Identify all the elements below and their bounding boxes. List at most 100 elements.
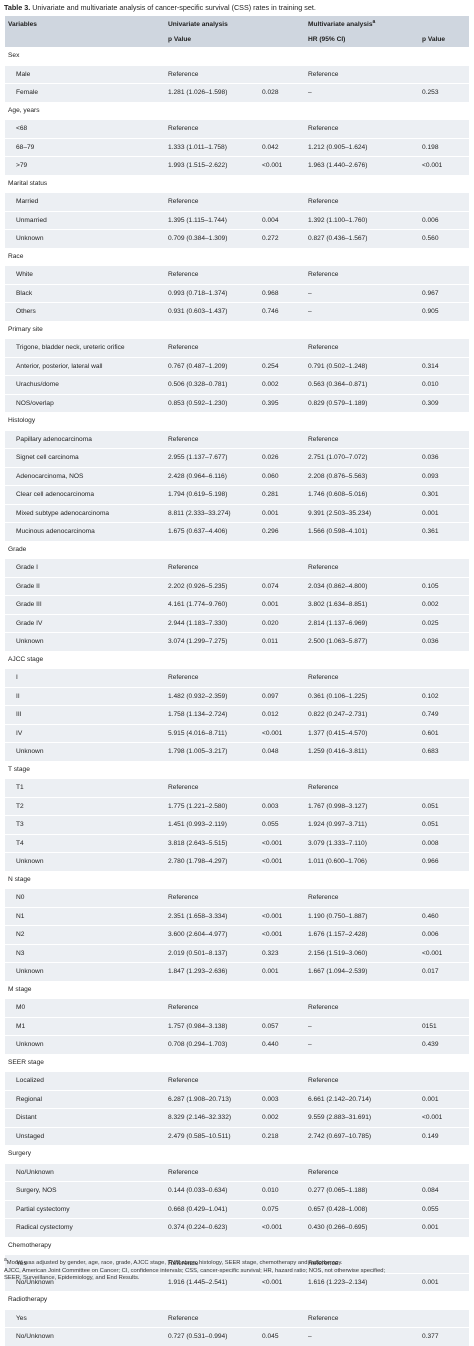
univariate-hr-cell: Reference [165,192,259,211]
multivariate-p-cell: 0.025 [419,613,470,633]
multivariate-p-cell [419,192,470,211]
multivariate-p-cell: 0.439 [419,1035,470,1054]
univariate-hr-cell: 0.853 (0.592–1.230) [165,393,259,412]
multivariate-hr-cell: Reference [305,1162,419,1182]
multivariate-p-cell: 0.377 [419,1327,470,1346]
univariate-hr-cell: 1.675 (0.637–4.406) [165,522,259,541]
multivariate-hr-cell: – [305,1035,419,1054]
multivariate-hr-cell: 1.392 (1.100–1.760) [305,210,419,230]
variable-cell: Unstaged [5,1126,165,1145]
multivariate-hr-cell: 1.667 (1.094–2.539) [305,962,419,981]
univariate-p-cell: 0.060 [259,466,305,486]
univariate-p-cell [259,1071,305,1090]
multivariate-p-cell: 0151 [419,1016,470,1036]
univariate-hr-cell: 0.727 (0.531–0.994) [165,1327,259,1346]
univariate-p-cell: 0.042 [259,137,305,157]
section-label: Chemotherapy [5,1236,470,1255]
footnote-text-1: Model was adjusted by gender, age, race,… [6,1260,343,1266]
table-row: Unknown 0.709 (0.384–1.309) 0.272 0.827 (0.… [5,229,470,248]
table-row: No/Unknown 0.727 (0.531–0.994) 0.045–0.377 [5,1327,470,1346]
univariate-hr-cell: 2.944 (1.183–7.330) [165,613,259,633]
univariate-hr-cell: 2.479 (0.585–10.511) [165,1126,259,1145]
header-variables: Variables [5,16,165,32]
univariate-hr-cell: Reference [165,119,259,138]
multivariate-p-cell: <0.001 [419,943,470,963]
variable-cell: N3 [5,943,165,963]
univariate-hr-cell: Reference [165,64,259,84]
univariate-hr-cell: 0.708 (0.294–1.703) [165,1035,259,1054]
table-row: Anterior, posterior, lateral wall 0.767 (… [5,356,470,376]
table-row: III 1.758 (1.134–2.724) 0.012 0.822 (0.247–… [5,705,470,724]
univariate-p-cell [259,998,305,1017]
variable-cell: White [5,265,165,284]
univariate-hr-cell: 2.955 (1.137–7.677) [165,448,259,467]
univariate-hr-cell: 1.757 (0.984–3.138) [165,1016,259,1036]
multivariate-hr-cell: – [305,1016,419,1036]
header-multivariate-sup: a [372,18,376,25]
table-row: Married Reference Reference [5,192,470,211]
multivariate-hr-cell: 6.661 (2.142–20.714) [305,1089,419,1109]
multivariate-p-cell: 0.001 [419,1218,470,1237]
univariate-hr-cell: 1.993 (1.515–2.622) [165,156,259,175]
multivariate-p-cell: 0.001 [419,503,470,523]
univariate-hr-cell: 2.780 (1.798–4.297) [165,852,259,871]
table-row: Urachus/dome 0.506 (0.328–0.781) 0.002 0.56… [5,375,470,394]
univariate-p-cell: 0.968 [259,283,305,303]
variable-cell: Others [5,302,165,321]
univariate-p-cell: 0.048 [259,742,305,761]
multivariate-p-cell: 0.966 [419,852,470,871]
variable-cell: M0 [5,998,165,1017]
variable-cell: Urachus/dome [5,375,165,394]
table-row: N2 3.600 (2.604–4.977) <0.001 1.676 (1.157–… [5,925,470,944]
section-row: N stage [5,870,470,889]
variable-cell: Adenocarcinoma, NOS [5,466,165,486]
multivariate-p-cell: 0.749 [419,705,470,724]
multivariate-hr-cell: 0.822 (0.247–2.731) [305,705,419,724]
univariate-hr-cell: Reference [165,1071,259,1090]
table-row: II 1.482 (0.932–2.359) 0.097 0.361 (0.106–1… [5,686,470,706]
multivariate-hr-cell: Reference [305,338,419,357]
multivariate-hr-cell: 1.767 (0.998–3.127) [305,796,419,816]
multivariate-p-cell: 0.198 [419,137,470,157]
table-row: Unmarried 1.395 (1.115–1.744) 0.004 1.392 (… [5,210,470,230]
univariate-p-cell: 0.020 [259,613,305,633]
univariate-p-cell: 0.012 [259,705,305,724]
univariate-p-cell: 0.254 [259,356,305,376]
table-row: NOS/overlap 0.853 (0.592–1.230) 0.395 0.829… [5,393,470,412]
section-label: Surgery [5,1145,470,1163]
univariate-hr-cell: 1.916 (1.445–2.541) [165,1272,259,1291]
variable-cell: Regional [5,1089,165,1109]
section-row: Surgery [5,1145,470,1163]
multivariate-hr-cell: 9.391 (2.503–35.234) [305,503,419,523]
table-row: N3 2.019 (0.501–8.137) 0.323 2.156 (1.519–3… [5,943,470,963]
section-label: Radiotherapy [5,1291,470,1309]
univariate-p-cell [259,119,305,138]
univariate-hr-cell: 3.074 (1.299–7.275) [165,632,259,651]
multivariate-hr-cell: 2.208 (0.876–5.563) [305,466,419,486]
multivariate-p-cell: 0.006 [419,925,470,944]
multivariate-p-cell: 0.560 [419,229,470,248]
table-row: M0 Reference Reference [5,998,470,1017]
table-footnote: aModel was adjusted by gender, age, race… [4,1258,470,1283]
univariate-p-cell [259,1162,305,1182]
univariate-p-cell: 0.002 [259,1108,305,1127]
univariate-hr-cell: Reference [165,1308,259,1328]
univariate-hr-cell: 2.019 (0.501–8.137) [165,943,259,963]
multivariate-hr-cell: Reference [305,998,419,1017]
univariate-hr-cell: Reference [165,429,259,449]
multivariate-hr-cell: 2.500 (1.063–5.877) [305,632,419,651]
multivariate-p-cell: 0.001 [419,1089,470,1109]
multivariate-hr-cell: 1.377 (0.415–4.570) [305,723,419,743]
univariate-hr-cell: 1.333 (1.011–1.758) [165,137,259,157]
multivariate-p-cell: 0.460 [419,906,470,926]
multivariate-p-cell: 0.601 [419,723,470,743]
multivariate-p-cell: 0.008 [419,833,470,853]
section-row: Radiotherapy [5,1291,470,1309]
univariate-hr-cell: Reference [165,265,259,284]
univariate-hr-cell: Reference [165,1162,259,1182]
multivariate-p-cell: 0.036 [419,448,470,467]
variable-cell: Trigone, bladder neck, ureteric orifice [5,338,165,357]
multivariate-p-cell: 0.105 [419,576,470,596]
multivariate-hr-cell: 2.742 (0.697–10.785) [305,1126,419,1145]
univariate-hr-cell: 3.818 (2.643–5.515) [165,833,259,853]
